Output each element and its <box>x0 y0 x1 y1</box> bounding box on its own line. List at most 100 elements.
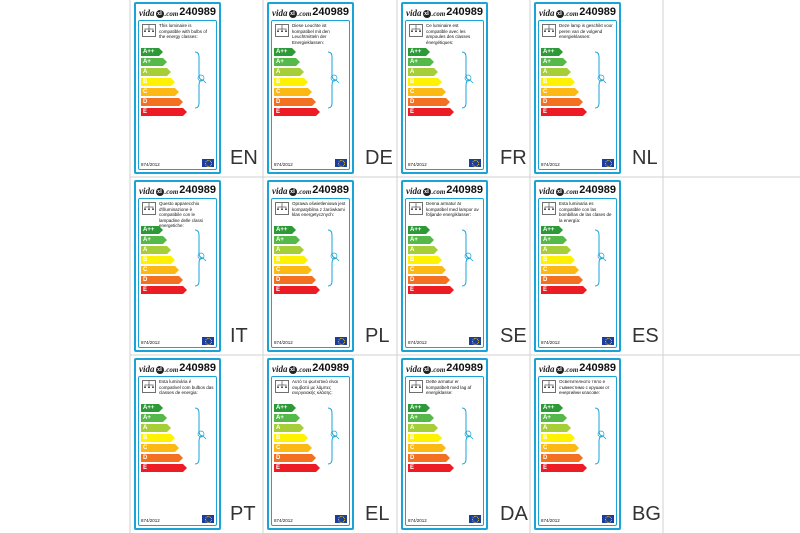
label-cell: vida xl .com 240989 Осветителното тяло е съв… <box>0 356 800 533</box>
energy-class-bar: A+ <box>541 58 567 66</box>
product-code: 240989 <box>446 184 483 196</box>
language-code: IT <box>230 325 248 347</box>
energy-class-label: D <box>410 455 415 461</box>
brand-name-right: .com <box>431 10 446 18</box>
energy-class-label: A+ <box>410 237 418 243</box>
energy-class-bar: A <box>541 246 571 254</box>
regulation-number: 874/2012 <box>541 518 560 523</box>
energy-class-label: A++ <box>543 49 555 55</box>
luminaire-icon <box>142 24 156 37</box>
bulb-icon <box>197 74 207 84</box>
luminaire-icon <box>275 202 289 215</box>
brand-name-right: .com <box>164 188 179 196</box>
energy-class-label: A <box>276 425 281 431</box>
energy-class-label: D <box>543 99 548 105</box>
energy-class-bar: D <box>141 276 183 284</box>
energy-class-bar: A++ <box>541 48 563 56</box>
energy-class-label: B <box>143 79 148 85</box>
regulation-number: 874/2012 <box>408 518 427 523</box>
energy-class-bar: E <box>274 108 320 116</box>
brand-mark: xl <box>288 188 297 196</box>
bulb-icon <box>330 74 340 84</box>
energy-label-card: vida xl .com 240989 Esta luminaria es compat… <box>534 180 621 352</box>
energy-class-bar: A+ <box>274 236 300 244</box>
product-code: 240989 <box>446 6 483 18</box>
energy-class-bar: D <box>274 454 316 462</box>
energy-class-label: A++ <box>276 49 288 55</box>
luminaire-icon <box>409 202 423 215</box>
energy-class-label: A+ <box>543 237 551 243</box>
energy-class-label: B <box>543 435 548 441</box>
energy-class-label: D <box>410 99 415 105</box>
brand-mark: xl <box>155 10 164 18</box>
energy-class-bar: D <box>408 98 450 106</box>
energy-class-bar: C <box>274 444 312 452</box>
energy-class-label: A++ <box>410 49 422 55</box>
language-code: BG <box>632 503 661 525</box>
label-body: Осветителното тяло е съвместимо с крушки… <box>538 376 617 526</box>
energy-class-bar: C <box>541 444 579 452</box>
compatibility-text: Esta luminária é compatível com bulbos d… <box>159 379 214 395</box>
energy-class-bar: E <box>274 464 320 472</box>
energy-class-bar: A <box>141 68 171 76</box>
energy-class-scale: A++ A+ A B C D E <box>274 404 322 474</box>
energy-class-label: D <box>276 455 281 461</box>
brand-logo: vida xl .com <box>539 7 578 19</box>
brand-mark: xl <box>422 188 431 196</box>
energy-class-label: E <box>543 109 548 115</box>
label-body: This luminaire is compatible with bulbs … <box>138 20 217 170</box>
energy-class-bar: A <box>274 424 304 432</box>
label-cell: vida xl .com 240989 Oprawa oświetleniowa jes… <box>0 178 800 355</box>
product-code: 240989 <box>179 6 216 18</box>
energy-class-bar: C <box>408 444 446 452</box>
energy-class-label: E <box>276 109 281 115</box>
energy-class-scale: A++ A+ A B C D E <box>141 48 189 118</box>
energy-class-label: A++ <box>143 49 155 55</box>
energy-class-bar: A <box>408 246 438 254</box>
energy-class-label: C <box>543 89 548 95</box>
energy-class-label: C <box>543 267 548 273</box>
energy-class-label: A++ <box>143 405 155 411</box>
label-body: Ce luminaire est compatible avec les amp… <box>405 20 484 170</box>
brand-mark: xl <box>288 10 297 18</box>
brand-name-left: vida <box>272 364 288 374</box>
eu-flag-icon <box>469 337 481 345</box>
label-cell: vida xl .com 240989 Esta luminária é compatí… <box>0 356 800 533</box>
language-code: EL <box>365 503 390 525</box>
compatibility-text: Deze lamp is geschikt voor peren van de … <box>559 23 613 39</box>
energy-class-label: A+ <box>143 237 151 243</box>
energy-label-card: vida xl .com 240989 Questo apparecchio d'ill… <box>134 180 221 352</box>
brand-name-left: vida <box>406 8 422 18</box>
product-code: 240989 <box>179 184 216 196</box>
energy-class-label: B <box>143 257 148 263</box>
energy-class-label: C <box>410 267 415 273</box>
luminaire-icon <box>409 380 423 393</box>
brand-name-right: .com <box>564 188 579 196</box>
brand-name-left: vida <box>406 364 422 374</box>
energy-class-label: E <box>410 465 415 471</box>
brand-mark: xl <box>555 366 564 374</box>
product-code: 240989 <box>179 362 216 374</box>
energy-class-bar: D <box>141 454 183 462</box>
energy-class-label: A <box>276 247 281 253</box>
energy-class-bar: A++ <box>141 226 163 234</box>
luminaire-icon <box>542 380 556 393</box>
label-cell: vida xl .com 240989 Dette armatur er kompati… <box>0 356 800 533</box>
energy-class-label: A++ <box>543 227 555 233</box>
brand-name-right: .com <box>431 366 446 374</box>
energy-label-card: vida xl .com 240989 Dette armatur er kompati… <box>401 358 488 530</box>
energy-class-bar: E <box>541 464 587 472</box>
energy-class-bar: E <box>408 464 454 472</box>
energy-class-bar: A+ <box>274 414 300 422</box>
brand-mark: xl <box>555 10 564 18</box>
energy-class-label: C <box>143 267 148 273</box>
energy-class-bar: B <box>141 256 175 264</box>
energy-class-bar: A <box>141 246 171 254</box>
energy-class-bar: C <box>408 266 446 274</box>
energy-class-bar: C <box>408 88 446 96</box>
energy-class-bar: A+ <box>408 236 434 244</box>
energy-class-bar: E <box>141 286 187 294</box>
language-code: EN <box>230 147 258 169</box>
bulb-icon <box>597 252 607 262</box>
